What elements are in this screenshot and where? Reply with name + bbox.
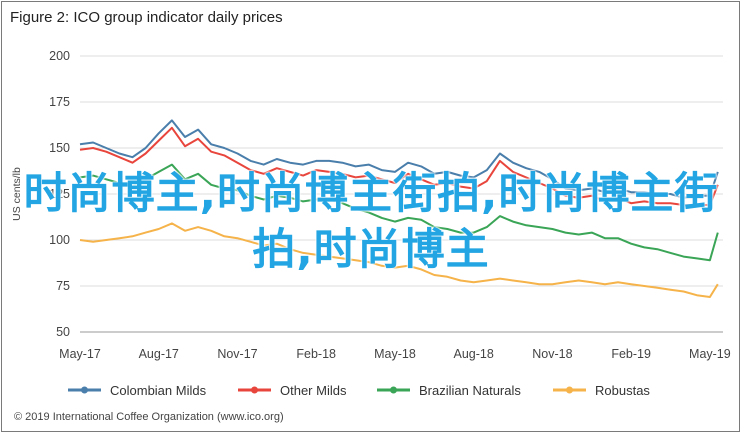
y-tick-label: 50 — [56, 325, 70, 339]
x-tick-label: Feb-19 — [611, 347, 651, 361]
legend-label: Other Milds — [280, 383, 347, 398]
legend-marker — [566, 386, 573, 394]
legend-marker — [251, 386, 258, 394]
legend-marker — [390, 386, 397, 394]
x-tick-label: Aug-18 — [454, 347, 494, 361]
y-axis-ticks: 50 75 100 125 150 175 200 — [49, 49, 70, 339]
series-line-brazilian — [79, 163, 719, 262]
legend-item-robustas: Robustas — [553, 383, 650, 398]
y-tick-label: 100 — [49, 233, 70, 247]
x-tick-label: Nov-18 — [532, 347, 572, 361]
x-tick-label: Aug-17 — [139, 347, 179, 361]
legend-label: Colombian Milds — [110, 383, 207, 398]
x-tick-label: May-17 — [59, 347, 101, 361]
x-tick-label: Nov-17 — [217, 347, 257, 361]
legend-item-brazilian: Brazilian Naturals — [377, 383, 521, 398]
series-line-other — [79, 126, 719, 206]
x-tick-label: Feb-18 — [296, 347, 336, 361]
legend-marker — [81, 386, 88, 394]
source-credit: © 2019 International Coffee Organization… — [14, 411, 284, 423]
legend-label: Brazilian Naturals — [419, 383, 521, 398]
series-lines — [79, 119, 719, 298]
y-tick-label: 200 — [49, 49, 70, 63]
x-tick-label: May-19 — [689, 347, 731, 361]
watermark-overlay: 时尚博主,时尚博主街拍,时尚博主街拍,时尚博主 — [23, 169, 719, 275]
y-tick-label: 175 — [49, 95, 70, 109]
legend-label: Robustas — [595, 383, 650, 398]
x-axis-ticks: May-17 Aug-17 Nov-17 Feb-18 May-18 Aug-18 Nov-… — [59, 347, 731, 361]
x-tick-label: May-18 — [374, 347, 416, 361]
legend-item-other: Other Milds — [238, 383, 347, 398]
y-axis-label: US cents/lb — [11, 167, 23, 221]
y-tick-label: 150 — [49, 141, 70, 155]
legend: Colombian Milds Other Milds Brazilian Natu… — [68, 383, 650, 398]
chart-title: Figure 2: ICO group indicator daily pric… — [10, 9, 283, 26]
series-line-robustas — [79, 222, 719, 298]
legend-item-colombian: Colombian Milds — [68, 383, 207, 398]
y-tick-label: 75 — [56, 279, 70, 293]
gridlines — [80, 55, 723, 333]
y-tick-label: 125 — [49, 187, 70, 201]
series-line-colombian — [79, 119, 719, 199]
